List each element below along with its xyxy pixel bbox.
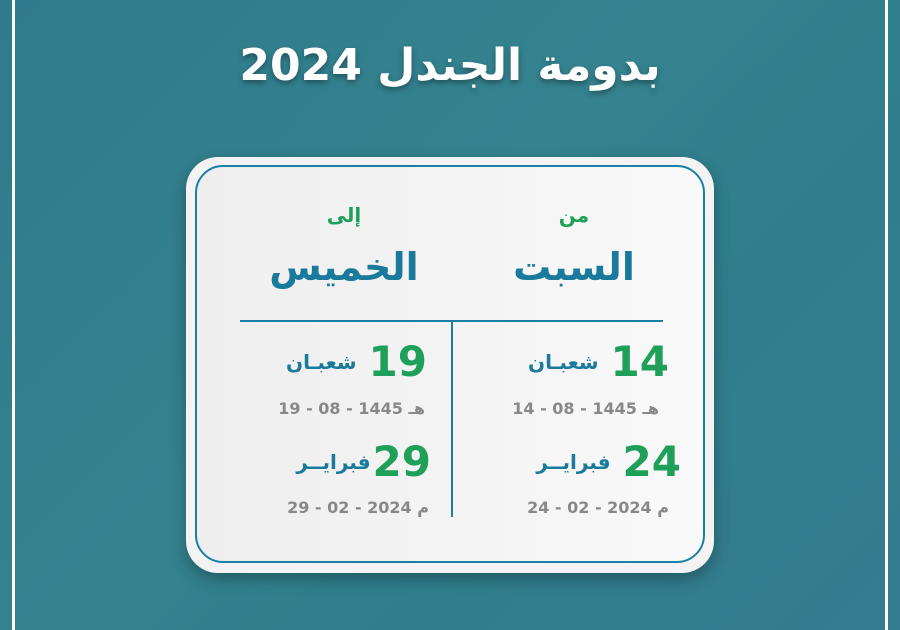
- date-card: من السبت 14 شعبـان 14 - 08 - 1445 هـ 24 …: [186, 157, 714, 573]
- to-hijri-day: 19: [368, 337, 427, 386]
- to-day: الخميس: [269, 245, 419, 289]
- from-hijri: 14 شعبـان: [528, 337, 669, 386]
- to-hijri: 19 شعبـان: [286, 337, 427, 386]
- from-greg-date: 24 - 02 - 2024 م: [527, 498, 669, 517]
- from-greg: 24 فبرايــر: [536, 437, 681, 486]
- to-hijri-date: 19 - 08 - 1445 هـ: [278, 399, 425, 418]
- to-greg-date: 29 - 02 - 2024 م: [287, 498, 429, 517]
- title-line-2: بدومة الجندل 2024: [239, 40, 661, 91]
- frame-line-right: [885, 0, 888, 630]
- from-hijri-day: 14: [610, 337, 669, 386]
- to-greg-month: فبرايــر: [296, 449, 371, 474]
- to-label: إلى: [326, 203, 362, 227]
- from-greg-month: فبرايــر: [536, 449, 611, 474]
- from-greg-day: 24: [622, 437, 681, 486]
- date-card-inner: من السبت 14 شعبـان 14 - 08 - 1445 هـ 24 …: [195, 165, 705, 563]
- from-label: من: [558, 203, 590, 227]
- to-greg-day: 29: [372, 437, 431, 486]
- divider-horizontal: [240, 320, 663, 322]
- from-day: السبت: [513, 245, 635, 289]
- from-hijri-month: شعبـان: [528, 349, 599, 374]
- to-hijri-month: شعبـان: [286, 349, 357, 374]
- to-greg: 29 فبرايــر: [296, 437, 431, 486]
- from-hijri-date: 14 - 08 - 1445 هـ: [512, 399, 659, 418]
- frame-line-left: [12, 0, 15, 630]
- divider-vertical: [451, 322, 453, 517]
